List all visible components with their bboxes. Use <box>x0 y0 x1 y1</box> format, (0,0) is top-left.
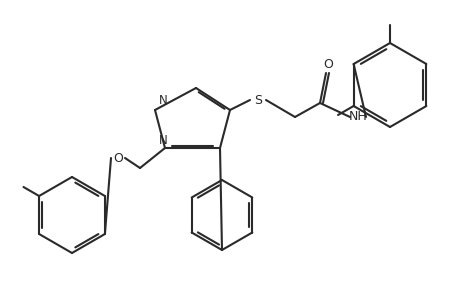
Text: S: S <box>254 94 262 106</box>
Text: N: N <box>158 134 167 146</box>
Text: O: O <box>323 57 333 71</box>
Text: N: N <box>158 94 167 106</box>
Text: O: O <box>113 152 123 164</box>
Text: NH: NH <box>349 110 367 124</box>
